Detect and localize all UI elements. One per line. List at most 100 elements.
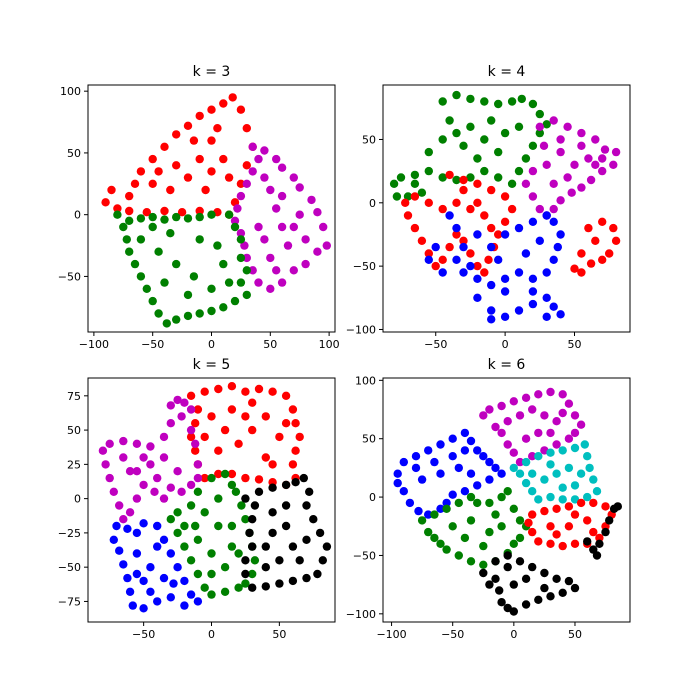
y-tick-label: 100 <box>60 85 81 98</box>
data-point <box>166 593 175 602</box>
subplot-4: −100 −50 0 50 −100 −50 0 50 100 k = 6 <box>346 357 631 641</box>
data-point <box>445 242 454 252</box>
data-point <box>234 439 243 448</box>
data-point <box>521 179 531 188</box>
data-point <box>139 576 148 586</box>
data-point <box>189 272 199 281</box>
data-point <box>275 579 284 588</box>
data-point <box>219 303 228 312</box>
data-point <box>430 457 439 467</box>
subplot-title: k = 6 <box>488 357 526 373</box>
data-point <box>452 198 461 207</box>
data-point <box>183 214 193 223</box>
data-point <box>466 492 476 502</box>
data-point <box>563 122 572 131</box>
data-point <box>277 191 287 201</box>
data-point <box>160 278 169 287</box>
data-point <box>154 309 163 318</box>
cluster-2 <box>98 395 203 524</box>
data-point <box>438 173 447 182</box>
data-point <box>480 211 489 220</box>
data-point <box>213 124 222 133</box>
data-point <box>268 483 277 492</box>
data-point <box>514 223 524 233</box>
data-point <box>613 502 622 511</box>
data-point <box>540 583 549 593</box>
x-tick-label: −50 <box>141 338 164 351</box>
data-point <box>436 539 445 548</box>
data-point <box>485 475 494 484</box>
data-point <box>542 293 551 302</box>
data-point <box>500 274 510 283</box>
data-point <box>466 516 476 525</box>
data-point <box>186 501 196 510</box>
data-point <box>119 436 128 446</box>
data-point <box>577 268 586 277</box>
data-point <box>564 399 574 408</box>
data-point <box>509 580 518 589</box>
data-point <box>497 598 506 607</box>
data-point <box>248 515 257 524</box>
data-point <box>452 255 461 264</box>
data-point <box>207 569 216 579</box>
data-point <box>459 268 468 277</box>
data-point <box>459 175 468 185</box>
data-point <box>305 487 314 496</box>
data-point <box>195 212 204 222</box>
data-point <box>254 487 264 496</box>
data-point <box>302 501 311 510</box>
data-point <box>424 249 433 258</box>
data-point <box>254 222 263 232</box>
data-point <box>241 569 250 579</box>
data-point <box>180 601 189 610</box>
data-point <box>494 147 503 157</box>
data-point <box>558 446 567 455</box>
data-point <box>480 135 489 144</box>
data-point <box>466 204 475 214</box>
data-point <box>195 111 204 121</box>
data-point <box>154 167 163 176</box>
data-point <box>549 255 558 264</box>
data-point <box>558 495 567 504</box>
data-point <box>487 306 496 315</box>
data-point <box>132 528 142 538</box>
data-point <box>459 141 468 150</box>
data-point <box>318 556 327 565</box>
data-point <box>454 498 463 508</box>
data-point <box>473 293 482 302</box>
data-point <box>417 516 427 525</box>
data-point <box>535 236 544 245</box>
data-point <box>570 510 580 519</box>
data-point <box>598 217 607 226</box>
data-point <box>494 99 503 109</box>
data-point <box>436 440 445 449</box>
data-point <box>166 419 175 428</box>
data-point <box>260 235 269 244</box>
cluster-1 <box>389 90 551 201</box>
data-point <box>556 147 565 157</box>
plot-points <box>393 387 622 616</box>
data-point <box>580 440 589 449</box>
data-point <box>142 208 151 217</box>
data-point <box>500 128 510 138</box>
data-point <box>236 229 246 238</box>
data-point <box>173 467 182 476</box>
data-point <box>241 473 250 483</box>
data-point <box>242 124 251 133</box>
data-point <box>514 122 524 131</box>
data-point <box>254 384 264 394</box>
data-point <box>515 469 525 478</box>
data-point <box>452 128 461 138</box>
data-point <box>459 185 468 195</box>
data-point <box>173 528 182 538</box>
data-point <box>509 463 518 473</box>
data-point <box>132 569 142 579</box>
data-point <box>558 390 567 399</box>
x-tick-label: −50 <box>441 628 464 641</box>
data-point <box>153 473 162 483</box>
data-point <box>552 469 561 478</box>
data-point <box>186 480 196 490</box>
data-point <box>609 160 618 169</box>
data-point <box>485 457 494 467</box>
